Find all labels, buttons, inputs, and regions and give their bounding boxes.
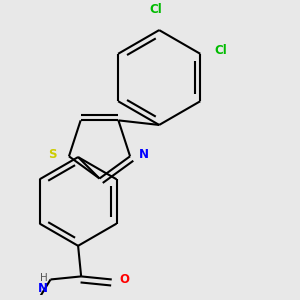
Text: O: O <box>119 273 129 286</box>
Text: H: H <box>40 273 47 283</box>
Text: S: S <box>48 148 57 161</box>
Text: Cl: Cl <box>150 3 163 16</box>
Text: N: N <box>38 282 47 295</box>
Text: N: N <box>139 148 149 161</box>
Text: Cl: Cl <box>214 44 227 57</box>
